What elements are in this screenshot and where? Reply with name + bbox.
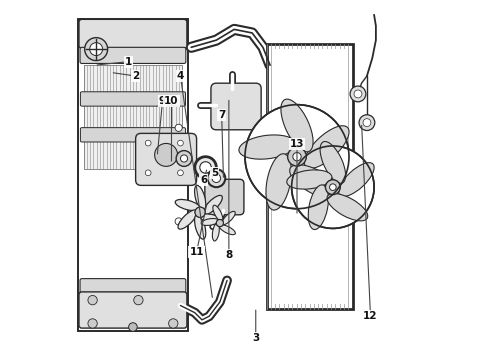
Ellipse shape bbox=[178, 210, 197, 229]
Text: 7: 7 bbox=[218, 111, 225, 121]
Circle shape bbox=[217, 220, 223, 226]
Text: 9: 9 bbox=[159, 96, 166, 106]
Ellipse shape bbox=[281, 99, 313, 152]
Circle shape bbox=[195, 207, 205, 217]
Circle shape bbox=[200, 162, 211, 173]
Ellipse shape bbox=[195, 185, 206, 210]
Ellipse shape bbox=[212, 224, 220, 241]
FancyBboxPatch shape bbox=[136, 134, 196, 185]
Ellipse shape bbox=[175, 199, 200, 211]
FancyBboxPatch shape bbox=[211, 83, 261, 130]
Circle shape bbox=[85, 38, 108, 60]
FancyBboxPatch shape bbox=[79, 19, 187, 48]
Circle shape bbox=[195, 157, 216, 178]
FancyBboxPatch shape bbox=[205, 179, 244, 215]
Circle shape bbox=[363, 119, 371, 127]
Text: 12: 12 bbox=[363, 311, 378, 321]
Ellipse shape bbox=[339, 163, 374, 197]
Circle shape bbox=[90, 42, 102, 55]
Circle shape bbox=[288, 147, 306, 166]
Circle shape bbox=[155, 143, 177, 166]
Circle shape bbox=[175, 124, 182, 131]
Text: 13: 13 bbox=[290, 139, 304, 149]
Ellipse shape bbox=[213, 205, 223, 221]
Circle shape bbox=[217, 220, 223, 226]
FancyBboxPatch shape bbox=[80, 128, 186, 142]
Ellipse shape bbox=[308, 185, 328, 230]
Text: 8: 8 bbox=[225, 250, 232, 260]
Ellipse shape bbox=[320, 141, 345, 183]
Ellipse shape bbox=[200, 214, 225, 225]
Circle shape bbox=[207, 169, 225, 187]
Ellipse shape bbox=[201, 219, 219, 225]
FancyBboxPatch shape bbox=[80, 92, 186, 106]
Circle shape bbox=[176, 150, 192, 166]
Circle shape bbox=[169, 319, 178, 328]
Ellipse shape bbox=[304, 126, 349, 168]
Ellipse shape bbox=[290, 165, 341, 199]
Ellipse shape bbox=[220, 225, 235, 235]
Text: 5: 5 bbox=[211, 168, 218, 178]
Text: 4: 4 bbox=[177, 71, 184, 81]
Circle shape bbox=[146, 140, 151, 146]
Circle shape bbox=[88, 319, 97, 328]
Ellipse shape bbox=[195, 214, 206, 239]
Bar bbox=[84, 65, 182, 169]
Circle shape bbox=[325, 180, 340, 195]
Circle shape bbox=[212, 174, 220, 183]
Circle shape bbox=[330, 184, 336, 190]
Circle shape bbox=[292, 146, 374, 228]
Circle shape bbox=[175, 218, 182, 225]
Ellipse shape bbox=[266, 154, 292, 210]
Circle shape bbox=[293, 153, 301, 161]
FancyBboxPatch shape bbox=[79, 292, 187, 328]
Circle shape bbox=[354, 90, 362, 98]
Circle shape bbox=[245, 105, 349, 209]
Ellipse shape bbox=[203, 195, 222, 215]
Text: 1: 1 bbox=[125, 57, 132, 67]
Ellipse shape bbox=[287, 170, 332, 189]
Text: 2: 2 bbox=[132, 71, 139, 81]
Circle shape bbox=[177, 170, 183, 176]
Circle shape bbox=[88, 296, 97, 305]
Circle shape bbox=[134, 296, 143, 305]
Text: 6: 6 bbox=[200, 175, 207, 185]
Bar bbox=[267, 44, 353, 309]
Text: 11: 11 bbox=[189, 247, 204, 257]
Bar bbox=[78, 19, 188, 330]
Text: 3: 3 bbox=[252, 333, 259, 343]
Bar bbox=[272, 49, 347, 304]
Circle shape bbox=[146, 170, 151, 176]
Circle shape bbox=[180, 155, 188, 162]
FancyBboxPatch shape bbox=[80, 47, 186, 63]
Text: 10: 10 bbox=[164, 96, 179, 106]
Circle shape bbox=[195, 207, 205, 217]
Ellipse shape bbox=[327, 194, 368, 221]
Circle shape bbox=[350, 86, 366, 102]
Circle shape bbox=[129, 323, 137, 331]
FancyBboxPatch shape bbox=[80, 279, 186, 295]
Ellipse shape bbox=[239, 135, 296, 159]
Ellipse shape bbox=[222, 211, 235, 225]
Circle shape bbox=[177, 140, 183, 146]
Circle shape bbox=[359, 115, 375, 131]
